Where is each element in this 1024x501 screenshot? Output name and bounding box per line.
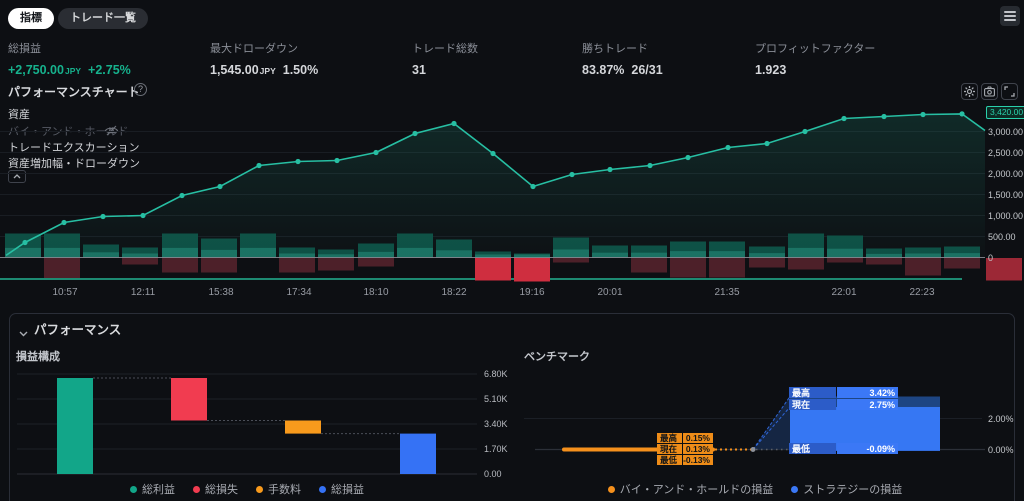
stat-value: 1,545.00JPY 1.50% xyxy=(210,63,319,77)
camera-icon[interactable] xyxy=(981,83,998,100)
stat-profit-factor: プロフィットファクター 1.923 xyxy=(755,40,875,77)
benchmark-axis-label: 0.00% xyxy=(988,445,1014,455)
strategy-min-label: 最低 -0.09% xyxy=(789,443,898,454)
pnl-legend: 総利益 総損失 手数料 総損益 xyxy=(17,481,477,497)
stat-label: トレード総数 xyxy=(412,43,478,55)
help-icon[interactable]: ? xyxy=(134,83,147,96)
buy-and-hold-stats-label: 最高 0.15% 現在 0.13% 最低 -0.13% xyxy=(657,433,713,465)
stat-value: 83.87% 26/31 xyxy=(582,63,663,77)
stat-winning-trades: 勝ちトレード 83.87% 26/31 xyxy=(582,40,663,77)
price-axis-label: 1,500.00 xyxy=(988,190,1024,200)
pnl-axis-label: 3.40K xyxy=(484,419,508,429)
time-axis-label: 22:01 xyxy=(831,287,857,298)
pnl-axis-label: 1.70K xyxy=(484,444,508,454)
stat-value: 31 xyxy=(412,63,426,77)
legend-gross-profit[interactable]: 総利益 xyxy=(130,481,175,497)
performance-section-title[interactable]: パフォーマンス xyxy=(34,323,122,337)
eye-off-icon[interactable] xyxy=(104,124,119,137)
tab-indicators[interactable]: 指標 xyxy=(8,8,54,29)
stat-label: 勝ちトレード xyxy=(582,43,648,55)
price-axis-label: 0 xyxy=(988,253,994,263)
legend-item-trade-excursion[interactable]: トレードエクスカーション xyxy=(8,142,140,154)
time-axis-label: 10:57 xyxy=(52,287,78,298)
tab-trade-list[interactable]: トレード一覧 xyxy=(58,8,148,29)
performance-chart-title: パフォーマンスチャート xyxy=(8,85,140,99)
stat-total-trades: トレード総数 31 xyxy=(412,40,478,77)
legend-strategy-pnl[interactable]: ストラテジーの損益 xyxy=(791,481,902,497)
benchmark-chart[interactable] xyxy=(524,378,986,478)
legend-item-equity-growth-drawdown[interactable]: 資産増加幅・ドローダウン xyxy=(8,158,140,170)
stat-label: 最大ドローダウン xyxy=(210,43,298,55)
pnl-axis-label: 0.00 xyxy=(484,469,502,479)
strategy-stats-label: 最高 3.42% 現在 2.75% xyxy=(789,387,898,410)
price-axis-label: 1,000.00 xyxy=(988,211,1024,221)
price-axis-label: 2,000.00 xyxy=(988,169,1024,179)
legend-commission[interactable]: 手数料 xyxy=(256,481,301,497)
benchmark-axis-label: 2.00% xyxy=(988,414,1014,424)
time-axis-label: 22:23 xyxy=(909,287,935,298)
price-axis-label: 500.00 xyxy=(988,232,1016,242)
stat-label: プロフィットファクター xyxy=(755,43,876,55)
stat-label: 総損益 xyxy=(8,43,41,55)
legend-buy-and-hold-pnl[interactable]: バイ・アンド・ホールドの損益 xyxy=(607,481,773,497)
time-axis-label: 18:10 xyxy=(363,287,389,298)
benchmark-title: ベンチマーク xyxy=(524,351,590,363)
time-axis-label: 21:35 xyxy=(714,287,740,298)
stat-value: 1.923 xyxy=(755,63,787,77)
pnl-axis-label: 5.10K xyxy=(484,394,508,404)
price-axis-label: 3,000.00 xyxy=(988,127,1024,137)
menu-icon[interactable] xyxy=(1000,6,1020,26)
pnl-composition-chart[interactable] xyxy=(17,366,482,478)
time-axis-label: 15:38 xyxy=(208,287,234,298)
pnl-axis-label: 6.80K xyxy=(484,369,508,379)
pnl-composition-title: 損益構成 xyxy=(16,351,60,363)
time-axis-label: 17:34 xyxy=(286,287,312,298)
stat-max-drawdown: 最大ドローダウン 1,545.00JPY 1.50% xyxy=(210,40,318,77)
price-axis-label: 2,500.00 xyxy=(988,148,1024,158)
settings-gear-icon[interactable] xyxy=(961,83,978,100)
chevron-down-icon[interactable] xyxy=(19,324,28,342)
time-axis-label: 12:11 xyxy=(130,287,156,298)
legend-item-equity[interactable]: 資産 xyxy=(8,109,30,121)
time-axis-label: 20:01 xyxy=(597,287,623,298)
collapse-legend-button[interactable] xyxy=(8,170,26,183)
stat-net-profit: 総損益 +2,750.00JPY +2.75% xyxy=(8,40,131,77)
stat-value: +2,750.00JPY +2.75% xyxy=(8,63,131,77)
fullscreen-icon[interactable] xyxy=(1001,83,1018,100)
time-axis-label: 19:16 xyxy=(519,287,545,298)
time-axis-label: 18:22 xyxy=(441,287,467,298)
performance-chart-plot[interactable] xyxy=(0,100,1024,300)
legend-gross-loss[interactable]: 総損失 xyxy=(193,481,238,497)
benchmark-legend: バイ・アンド・ホールドの損益 ストラテジーの損益 xyxy=(524,481,986,497)
last-value-badge: 3,420.00 xyxy=(986,106,1024,119)
legend-net-profit[interactable]: 総損益 xyxy=(319,481,364,497)
